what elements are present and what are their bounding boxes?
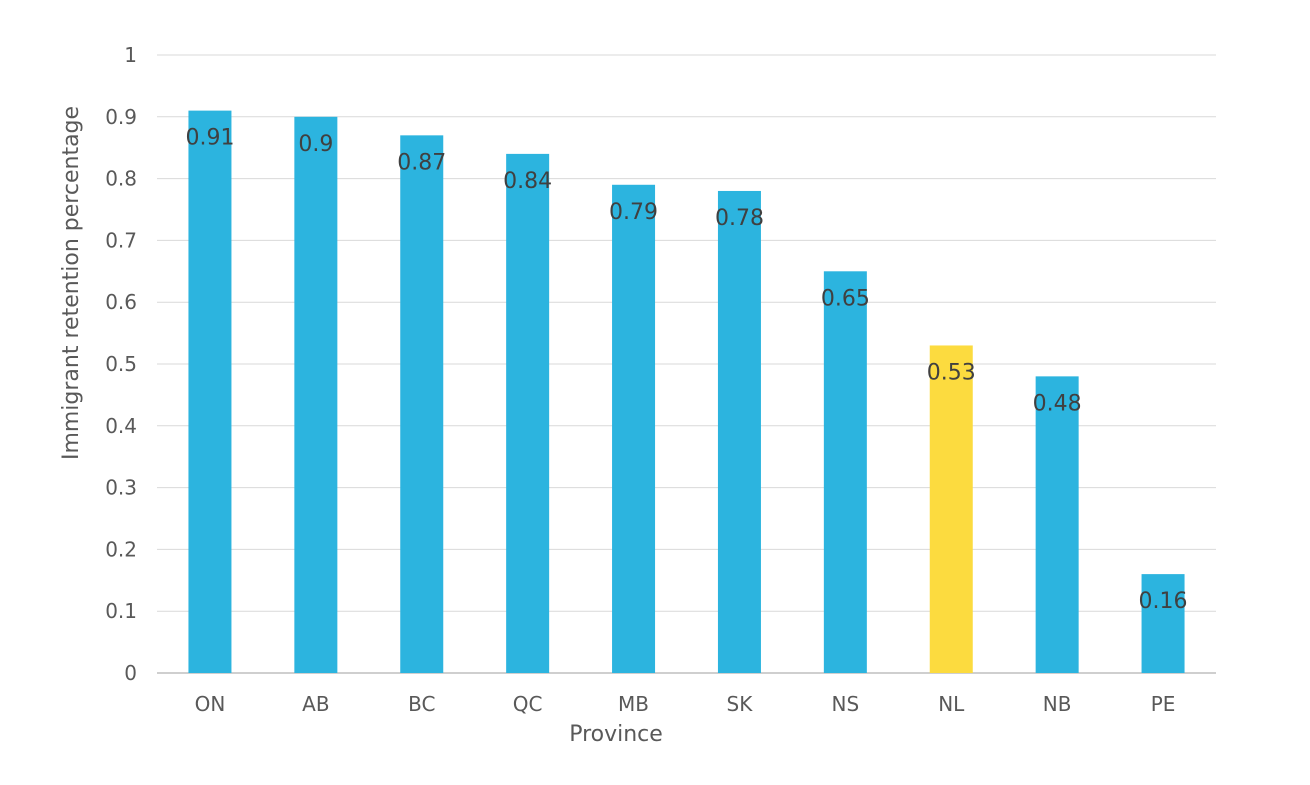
data-label-pe: 0.16	[1139, 589, 1188, 614]
x-axis-tick-labels: ON AB BC QC MB SK NS NL NB PE	[195, 692, 1176, 716]
x-tick-label: NB	[1043, 692, 1072, 716]
bar-ns	[823, 271, 867, 673]
bar-nb	[1035, 376, 1079, 673]
data-label-sk: 0.78	[715, 206, 764, 231]
x-tick-label: QC	[513, 692, 543, 716]
x-tick-label: PE	[1151, 692, 1176, 716]
y-tick-label: 0.8	[105, 167, 137, 191]
x-tick-label: AB	[302, 692, 329, 716]
x-tick-label: NS	[832, 692, 860, 716]
y-tick-label: 0.1	[105, 599, 137, 623]
data-label-ns: 0.65	[821, 286, 870, 311]
y-tick-label: 0.4	[105, 414, 137, 438]
bar-mb	[612, 184, 656, 673]
bar-qc	[506, 153, 550, 673]
y-tick-label: 0.6	[105, 290, 137, 314]
data-label-nb: 0.48	[1033, 391, 1082, 416]
bar-nl	[929, 345, 973, 673]
bar-bc	[400, 135, 444, 674]
x-tick-label: NL	[938, 692, 965, 716]
bar-on	[188, 110, 232, 674]
data-label-bc: 0.87	[397, 150, 446, 175]
x-tick-label: ON	[195, 692, 226, 716]
y-tick-label: 0.7	[105, 228, 137, 252]
x-tick-label: SK	[727, 692, 754, 716]
data-label-on: 0.91	[185, 126, 234, 151]
y-tick-label: 0.5	[105, 352, 137, 376]
y-tick-label: 0.3	[105, 476, 137, 500]
bar-pe	[1141, 574, 1185, 673]
y-tick-label: 0	[124, 661, 137, 685]
y-axis-tick-labels: 0 0.1 0.2 0.3 0.4 0.5 0.6 0.7 0.8 0.9 1	[105, 43, 137, 685]
bars	[188, 110, 1185, 674]
y-tick-label: 1	[124, 43, 137, 67]
bar-ab	[294, 116, 338, 674]
data-label-nl: 0.53	[927, 360, 976, 385]
data-label-ab: 0.9	[298, 132, 333, 157]
data-label-qc: 0.84	[503, 169, 552, 194]
data-labels: 0.91 0.9 0.87 0.84 0.79 0.78 0.65 0.53 0.48 0.16	[185, 126, 1187, 615]
y-axis-title: Immigrant retention percentage	[59, 106, 84, 460]
x-axis-title: Province	[569, 722, 663, 747]
bar-sk	[717, 190, 761, 673]
data-label-mb: 0.79	[609, 200, 658, 225]
x-tick-label: BC	[408, 692, 435, 716]
y-tick-label: 0.9	[105, 105, 137, 129]
y-tick-label: 0.2	[105, 537, 137, 561]
x-tick-label: MB	[618, 692, 649, 716]
